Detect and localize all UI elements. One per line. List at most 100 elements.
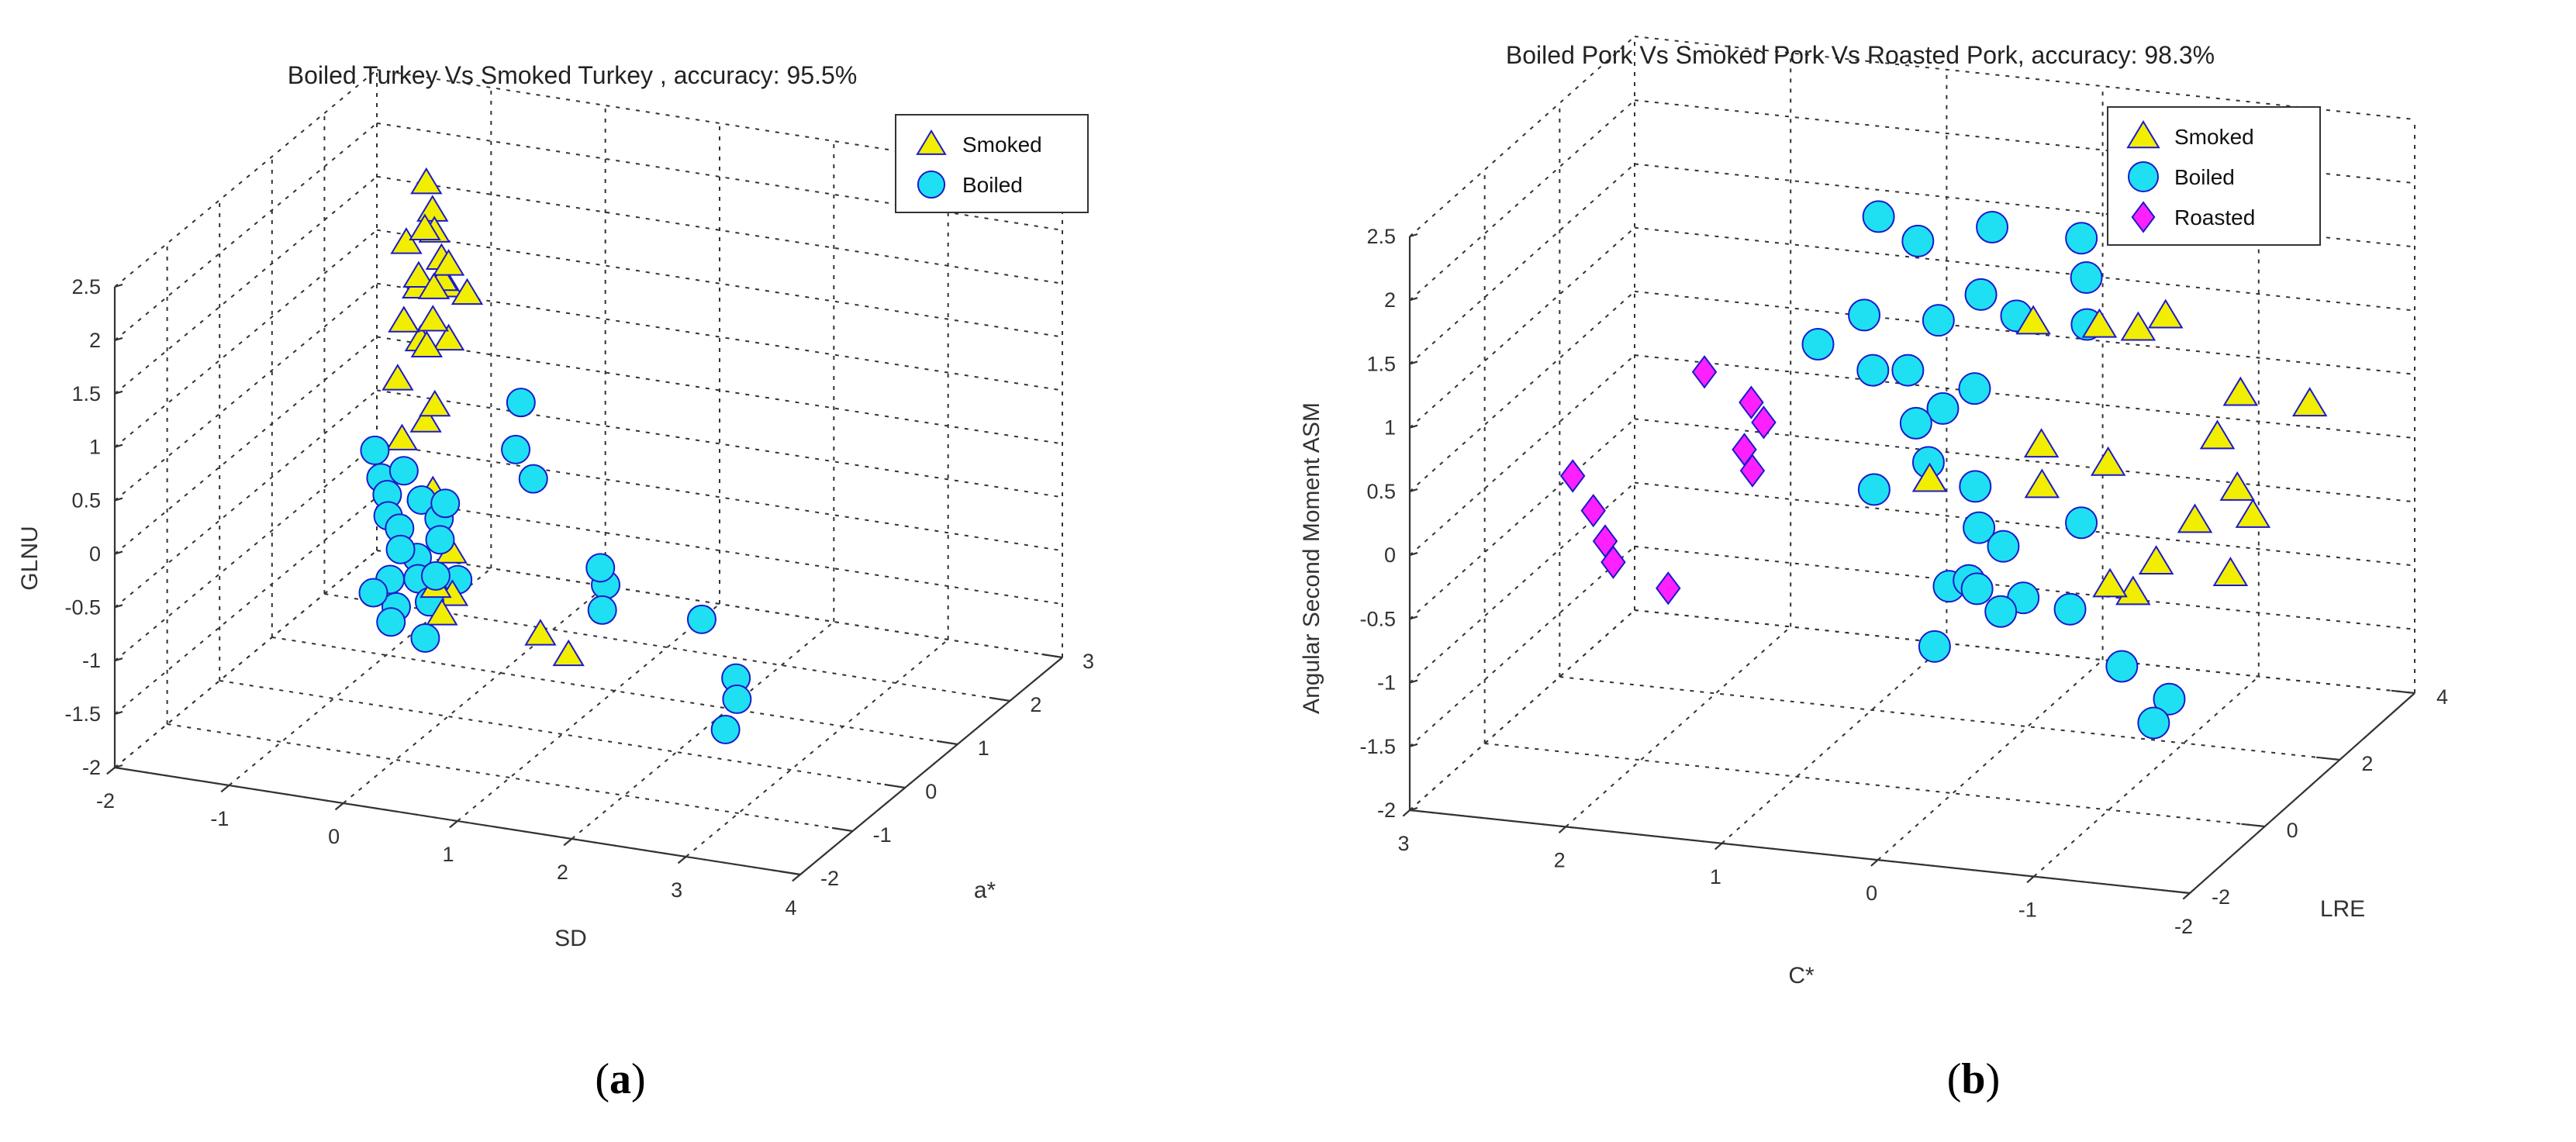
grid-line xyxy=(376,550,1063,658)
z-tick-label: -1 xyxy=(1377,671,1396,695)
chart-title: Boiled Pork Vs Smoked Pork Vs Roasted Po… xyxy=(1506,41,2215,69)
panel-b: 3 2 1 0 -1 -2 -2 0 2 4 -2 -1.5 -1 -0.5 0 0.5 1 1.5 2 2.5 C* L… xyxy=(1288,0,2576,1142)
point-boiled xyxy=(585,553,616,583)
z-tick-mark xyxy=(114,657,123,662)
z-tick-mark xyxy=(1409,361,1418,365)
point-boiled xyxy=(1963,511,1996,544)
x-tick-label: -2 xyxy=(2174,915,2193,938)
legend-marker-smoked xyxy=(2126,120,2160,149)
x-tick-label: 2 xyxy=(1554,848,1566,871)
point-smoked xyxy=(385,423,419,450)
y-tick-mark xyxy=(2166,889,2191,895)
gridlines-a xyxy=(114,69,1063,875)
point-smoked xyxy=(2090,446,2126,476)
point-roasted xyxy=(1739,385,1764,419)
grid-line xyxy=(114,443,378,661)
caption-a-close: ) xyxy=(631,1055,646,1103)
y-tick-mark xyxy=(2391,689,2415,695)
point-smoked xyxy=(2291,387,2328,417)
z-tick-mark xyxy=(1409,297,1418,302)
point-smoked xyxy=(390,227,423,254)
y-tick-mark xyxy=(1041,653,1063,659)
point-smoked xyxy=(2081,308,2118,338)
z-tick-label: 2 xyxy=(89,329,101,352)
point-boiled xyxy=(686,604,717,634)
caption-a-letter: a xyxy=(609,1055,631,1103)
point-boiled xyxy=(430,488,461,519)
point-roasted xyxy=(1601,545,1626,579)
x-tick-label: -2 xyxy=(96,789,115,813)
grid-line xyxy=(219,680,906,788)
point-smoked xyxy=(409,213,441,240)
x-tick-label: 0 xyxy=(328,825,340,848)
point-smoked xyxy=(2235,498,2271,528)
grid-line xyxy=(1409,99,1635,301)
grid-line xyxy=(114,229,378,448)
z-tick-label: 1.5 xyxy=(71,382,101,405)
grid-line xyxy=(1409,354,1635,556)
point-smoked xyxy=(2219,471,2256,501)
z-tick-mark xyxy=(1409,233,1418,238)
z-tick-label: 0 xyxy=(89,542,101,565)
grid-line xyxy=(1565,626,1791,828)
z-tick-mark xyxy=(114,443,123,448)
z-tick-mark xyxy=(1409,616,1418,620)
point-smoked xyxy=(2115,575,2151,606)
z-tick-label: -1.5 xyxy=(1359,735,1396,758)
z-tick-label: 0.5 xyxy=(1366,480,1396,503)
plot-area-a: -2 -1 0 1 2 3 4 -2 -1 0 1 2 3 -2 -1.5 -1 -0.5 0 0.5 1 1.5 2 2.… xyxy=(17,61,1094,951)
legend-label-smoked: Smoked xyxy=(962,133,1042,157)
x-axis-label: C* xyxy=(1788,963,1815,988)
grid-line xyxy=(114,122,378,341)
z-axis-label: Angular Second Moment ASM xyxy=(1299,402,1324,714)
y-tick-label: -1 xyxy=(873,823,892,847)
point-boiled xyxy=(2065,506,2098,540)
point-boiled xyxy=(2105,650,2139,683)
point-smoked xyxy=(432,249,465,276)
legend-label-boiled: Boiled xyxy=(962,173,1023,197)
point-smoked xyxy=(409,405,442,433)
x-tick-mark xyxy=(563,838,573,847)
x-tick-label: 3 xyxy=(1397,832,1409,855)
point-smoked xyxy=(388,305,420,333)
point-smoked xyxy=(417,272,451,299)
point-smoked xyxy=(552,639,585,667)
grid-line xyxy=(1721,643,1948,844)
grid-line xyxy=(376,389,1063,499)
y-tick-mark xyxy=(831,826,853,833)
point-smoked xyxy=(410,330,443,357)
z-tick-label: 2.5 xyxy=(71,275,101,298)
point-smoked xyxy=(382,364,414,391)
x-tick-mark xyxy=(2182,892,2191,900)
grid-line xyxy=(376,282,1063,392)
legend-label-boiled: Boiled xyxy=(2174,165,2235,189)
legend-marker-roasted xyxy=(2131,201,2156,233)
grid-line xyxy=(343,585,606,804)
y-axis-line xyxy=(799,657,1063,875)
point-boiled xyxy=(1862,200,1895,233)
legend-box xyxy=(895,114,1089,213)
grid-line xyxy=(114,496,378,715)
point-boiled xyxy=(1857,473,1891,506)
z-tick-mark xyxy=(114,336,123,341)
point-boiled xyxy=(388,456,419,486)
point-boiled xyxy=(360,435,390,465)
point-smoked xyxy=(1911,462,1948,492)
point-smoked xyxy=(416,195,449,222)
point-smoked xyxy=(402,260,435,288)
z-tick-label: 1.5 xyxy=(1366,352,1396,375)
chart-title: Boiled Turkey Vs Smoked Turkey , accurac… xyxy=(288,61,858,89)
point-boiled xyxy=(2053,592,2087,626)
grid-line xyxy=(1409,163,1635,365)
point-smoked xyxy=(524,619,557,646)
x-tick-label: -1 xyxy=(2018,899,2037,922)
z-tick-mark xyxy=(1409,806,1418,812)
point-smoked xyxy=(416,305,449,332)
z-tick-mark xyxy=(114,604,123,609)
caption-b: (b) xyxy=(1896,1054,2051,1104)
grid-line xyxy=(1484,743,2265,827)
point-boiled xyxy=(1901,224,1935,257)
caption-b-close: ) xyxy=(1985,1055,2001,1103)
point-boiled xyxy=(722,684,752,714)
point-boiled xyxy=(376,607,406,637)
